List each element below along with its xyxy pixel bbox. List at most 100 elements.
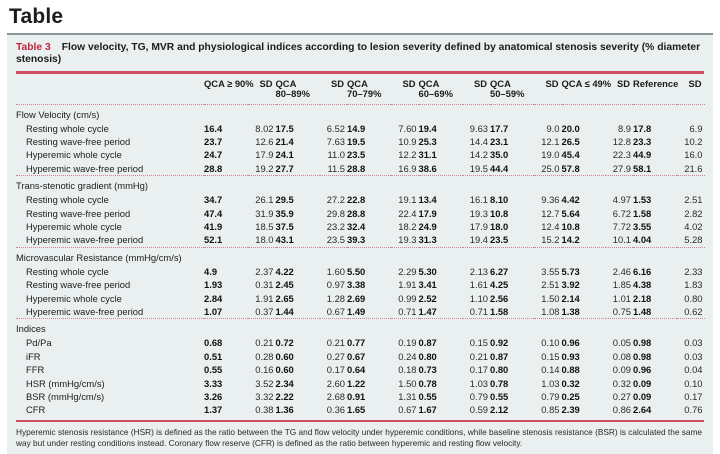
sd-column-header: SD <box>473 77 487 89</box>
sd-value-cell: 18.0 <box>255 234 274 246</box>
sd-value-cell: 0.27 <box>326 350 345 362</box>
row-label: Hyperemic wave-free period <box>26 234 144 246</box>
value-cell: 1.65 <box>347 404 366 416</box>
sd-value-cell: 0.71 <box>398 305 417 317</box>
qca-column-header: QCA ≤ 49% <box>561 77 612 89</box>
value-cell: 2.84 <box>204 292 223 304</box>
sd-value-cell: 1.85 <box>612 279 631 291</box>
table-caption-text: Flow velocity, TG, MVR and physiological… <box>16 42 701 65</box>
value-cell: 4.42 <box>561 194 580 206</box>
value-cell: 23.7 <box>204 135 223 147</box>
table-row: Hyperemic whole cycle 41.9 18.5 37.5 23.2 32.… <box>16 220 705 233</box>
value-cell: 5.30 <box>418 265 437 277</box>
sd-value-cell: 26.1 <box>255 194 274 206</box>
value-cell: 2.69 <box>347 292 366 304</box>
table-footnote: Hyperemic stenosis resistance (HSR) is d… <box>16 427 703 449</box>
sd-value-cell: 23.2 <box>326 220 345 232</box>
section-header-row: Flow Velocity (cm/s) <box>16 103 705 122</box>
value-cell: 1.36 <box>275 404 294 416</box>
sd-value-cell: 19.1 <box>398 194 417 206</box>
sd-value-cell: 1.01 <box>612 292 631 304</box>
sd-value-cell: 4.97 <box>612 194 631 206</box>
value-cell: 58.1 <box>633 162 652 174</box>
row-label: Hyperemic whole cycle <box>26 220 122 232</box>
sd-value-cell: 19.4 <box>469 234 488 246</box>
section-header-row: Trans-stenotic gradient (mmHg) <box>16 175 705 194</box>
value-cell: 28.8 <box>347 162 366 174</box>
row-label: Resting wave-free period <box>26 279 131 291</box>
value-cell: 6.27 <box>490 265 509 277</box>
value-cell: 28.8 <box>347 207 366 219</box>
sd-column-header: SD <box>545 77 559 89</box>
value-cell: 0.55 <box>490 391 509 402</box>
sd-value-cell: 0.79 <box>469 391 488 402</box>
sd-value-cell: 0.09 <box>612 364 631 376</box>
value-cell: 0.88 <box>561 364 580 376</box>
sd-value-cell: 14.2 <box>469 149 488 161</box>
value-cell: 24.1 <box>275 149 294 161</box>
sd-value-cell: 0.67 <box>398 404 417 416</box>
sd-value-cell: 0.86 <box>612 404 631 416</box>
value-cell: 52.1 <box>204 234 223 246</box>
value-cell: 35.9 <box>275 207 294 219</box>
section-header: Trans-stenotic gradient (mmHg) <box>16 175 705 194</box>
sd-value-cell: 3.52 <box>255 377 274 389</box>
table-card: Table 3 Flow velocity, TG, MVR and physio… <box>7 33 713 454</box>
value-cell: 0.51 <box>204 350 223 362</box>
value-cell: 1.58 <box>490 305 509 317</box>
value-cell: 31.3 <box>418 234 437 246</box>
sd-value-cell: 6.9 <box>689 122 703 134</box>
table-row: FFR 0.55 0.16 0.60 0.17 0.64 0.18 0.73 0.17 0.80 0… <box>16 363 705 376</box>
value-cell: 27.7 <box>275 162 294 174</box>
sd-column-header: SD <box>402 77 416 89</box>
value-cell: 1.48 <box>633 305 652 317</box>
value-cell: 1.47 <box>418 305 437 317</box>
row-label: Resting wave-free period <box>26 135 131 147</box>
sd-value-cell: 0.19 <box>398 337 417 349</box>
value-cell: 17.9 <box>418 207 437 219</box>
section-header-row: Indices <box>16 318 705 337</box>
value-cell: 0.96 <box>561 337 580 349</box>
sd-value-cell: 0.24 <box>398 350 417 362</box>
sd-value-cell: 8.02 <box>255 122 274 134</box>
qca-column-header: QCA 70–79% <box>347 77 382 99</box>
value-cell: 0.98 <box>633 350 652 362</box>
value-cell: 16.4 <box>204 122 223 134</box>
value-cell: 2.64 <box>633 404 652 416</box>
value-cell: 3.92 <box>561 279 580 291</box>
value-cell: 0.64 <box>347 364 366 376</box>
sd-value-cell: 1.61 <box>469 279 488 291</box>
value-cell: 13.4 <box>418 194 437 206</box>
value-cell: 2.65 <box>275 292 294 304</box>
section-header: Indices <box>16 318 705 337</box>
sd-value-cell: 11.0 <box>327 149 345 161</box>
value-cell: 34.7 <box>204 194 223 206</box>
row-label-column-header <box>16 74 204 105</box>
sd-value-cell: 0.59 <box>469 404 488 416</box>
sd-value-cell: 0.32 <box>612 377 631 389</box>
sd-value-cell: 0.14 <box>541 364 560 376</box>
sd-value-cell: 0.17 <box>469 364 488 376</box>
value-cell: 0.96 <box>633 364 652 376</box>
table-row: Resting whole cycle 4.9 2.37 4.22 1.60 5.50 2.… <box>16 265 705 278</box>
value-cell: 3.33 <box>204 377 223 389</box>
sd-value-cell: 18.5 <box>255 220 274 232</box>
sd-value-cell: 0.17 <box>326 364 345 376</box>
value-cell: 14.2 <box>561 234 580 246</box>
sd-value-cell: 0.21 <box>255 337 274 349</box>
table-row: Hyperemic wave-free period 28.8 19.2 27.7 11… <box>16 162 705 176</box>
sd-value-cell: 1.91 <box>255 292 274 304</box>
sd-value-cell: 3.32 <box>255 391 274 402</box>
value-cell: 0.25 <box>561 391 580 402</box>
sd-value-cell: 12.7 <box>541 207 560 219</box>
value-cell: 1.07 <box>204 305 223 317</box>
table-row: iFR 0.51 0.28 0.60 0.27 0.67 0.24 0.80 0.21 0.87 0… <box>16 350 705 363</box>
sd-value-cell: 0.04 <box>684 364 703 376</box>
value-cell: 4.25 <box>490 279 509 291</box>
section-header: Flow Velocity (cm/s) <box>16 103 705 122</box>
value-cell: 5.73 <box>561 265 580 277</box>
sd-value-cell: 27.2 <box>326 194 345 206</box>
value-cell: 24.7 <box>204 149 223 161</box>
section-header-row: Microvascular Resistance (mmHg/cm/s) <box>16 246 705 265</box>
qca-column-header: Reference <box>633 77 679 89</box>
